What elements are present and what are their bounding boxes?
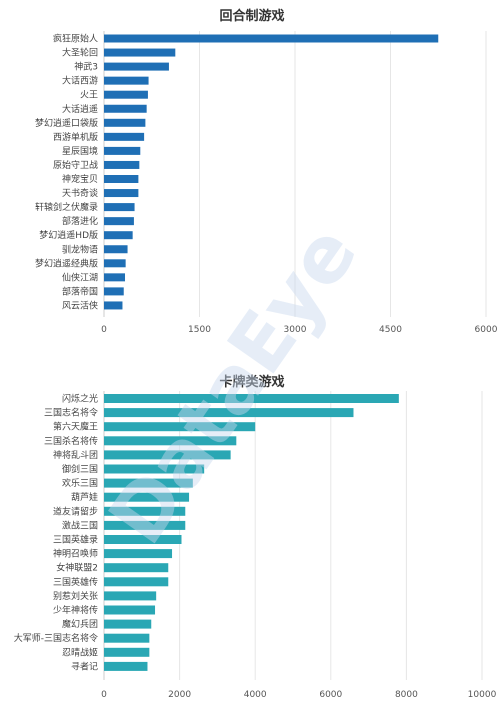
chart2-x-tick-label: 10000 bbox=[468, 690, 497, 700]
chart2-category-label: 忍晴战姬 bbox=[62, 646, 98, 658]
chart1-category-label: 天书奇谈 bbox=[62, 187, 98, 199]
chart1-bar[interactable] bbox=[104, 301, 123, 310]
chart2-category-label: 寻者记 bbox=[71, 661, 98, 672]
chart1-category-label: 西游单机版 bbox=[53, 131, 98, 143]
chart2-category-label: 别惹刘关张 bbox=[53, 590, 98, 602]
chart1-x-tick-label: 0 bbox=[101, 325, 107, 335]
chart1-category-label: 大圣轮回 bbox=[62, 47, 98, 59]
chart2-bar[interactable] bbox=[104, 605, 156, 615]
chart1-bar[interactable] bbox=[104, 175, 139, 183]
chart1-category-label: 疯狂原始人 bbox=[53, 33, 98, 45]
chart1-category-label: 梦幻逍遥口袋版 bbox=[35, 117, 98, 129]
chart2-category-label: 道友请留步 bbox=[53, 505, 98, 517]
chart1-bar[interactable] bbox=[104, 189, 139, 198]
chart2-bar[interactable] bbox=[104, 563, 169, 573]
chart2-category-label: 第六天魔王 bbox=[53, 421, 98, 433]
chart2-category-label: 女神联盟2 bbox=[56, 562, 98, 574]
chart1-category-label: 火王 bbox=[80, 90, 98, 101]
chart2-x-tick-label: 0 bbox=[101, 690, 107, 700]
chart2-bar[interactable] bbox=[104, 506, 186, 516]
chart1-category-label: 大话西游 bbox=[62, 75, 98, 87]
chart1-bar[interactable] bbox=[104, 273, 126, 282]
chart1-bar[interactable] bbox=[104, 160, 140, 169]
chart1-bar[interactable] bbox=[104, 203, 135, 212]
chart2-bar[interactable] bbox=[104, 661, 148, 671]
chart2-category-label: 葫芦娃 bbox=[71, 491, 98, 503]
chart2-bar[interactable] bbox=[104, 520, 186, 530]
chart1-category-label: 风云活侠 bbox=[62, 299, 98, 311]
chart1-bar[interactable] bbox=[104, 287, 124, 296]
chart2-bar[interactable] bbox=[104, 633, 150, 643]
chart1-bar[interactable] bbox=[104, 34, 439, 43]
chart2-bar[interactable] bbox=[104, 394, 399, 403]
chart2-category-label: 大军师-三国志名将令 bbox=[14, 632, 98, 644]
chart2-category-label: 三国英雄传 bbox=[53, 576, 98, 588]
chart1-bar[interactable] bbox=[104, 217, 134, 226]
chart2-bar[interactable] bbox=[104, 422, 256, 432]
chart2-category-label: 御剑三国 bbox=[62, 463, 98, 475]
chart1-bar[interactable] bbox=[104, 62, 169, 71]
chart2-bar[interactable] bbox=[104, 577, 169, 587]
chart2-category-label: 激战三国 bbox=[62, 519, 98, 531]
chart1-title: 回合制游戏 bbox=[219, 8, 284, 24]
chart2-category-label: 三国英雄录 bbox=[53, 534, 98, 546]
chart1-category-label: 轩辕剑之伏魔录 bbox=[35, 201, 98, 213]
chart1-category-label: 梦幻逍遥经典版 bbox=[35, 257, 98, 269]
chart2-bar[interactable] bbox=[104, 408, 354, 418]
chart1-category-label: 原始守卫战 bbox=[53, 159, 98, 171]
chart2-bar[interactable] bbox=[104, 647, 150, 657]
chart2-category-label: 三国杀名将传 bbox=[44, 435, 98, 447]
chart2-bar[interactable] bbox=[104, 492, 190, 502]
chart2-category-label: 神将乱斗团 bbox=[53, 449, 98, 461]
chart1-category-label: 部落帝国 bbox=[62, 285, 98, 297]
chart1-category-label: 部落进化 bbox=[62, 215, 98, 227]
chart1-bar[interactable] bbox=[104, 231, 133, 240]
chart2-category-label: 少年神将传 bbox=[53, 604, 98, 616]
chart2-x-tick-label: 6000 bbox=[319, 690, 342, 700]
chart2-x-tick-label: 2000 bbox=[168, 690, 191, 700]
chart1-bar[interactable] bbox=[104, 259, 126, 268]
chart2-bar[interactable] bbox=[104, 549, 173, 559]
chart2-bar[interactable] bbox=[104, 464, 205, 474]
chart1-category-label: 大话逍遥 bbox=[62, 103, 98, 115]
chart1-bar[interactable] bbox=[104, 146, 141, 155]
chart1-category-label: 星辰国境 bbox=[62, 145, 98, 157]
chart2-category-label: 魔幻兵团 bbox=[62, 618, 98, 630]
chart2-category-label: 闪烁之光 bbox=[62, 393, 98, 405]
watermark: DataEye bbox=[92, 210, 375, 560]
chart2-category-label: 神明召唤师 bbox=[53, 548, 98, 560]
chart1-x-tick-label: 6000 bbox=[475, 325, 498, 335]
chart1-x-tick-label: 4500 bbox=[379, 325, 402, 335]
chart2-bar[interactable] bbox=[104, 619, 152, 629]
chart2-bar[interactable] bbox=[104, 478, 193, 488]
chart1-bar[interactable] bbox=[104, 245, 128, 254]
chart2-category-label: 欢乐三国 bbox=[62, 477, 98, 489]
chart1-category-label: 梦幻逍遥HD版 bbox=[39, 229, 98, 241]
chart1-bar[interactable] bbox=[104, 104, 147, 113]
chart2-bar[interactable] bbox=[104, 436, 237, 446]
chart1-bar[interactable] bbox=[104, 76, 149, 85]
chart1-bar[interactable] bbox=[104, 118, 146, 127]
chart2-category-label: 三国志名将令 bbox=[44, 407, 98, 419]
chart2-x-tick-label: 8000 bbox=[395, 690, 418, 700]
chart1-x-tick-label: 1500 bbox=[188, 325, 211, 335]
chart2-title: 卡牌类游戏 bbox=[219, 374, 284, 390]
chart1-category-label: 仙侠江湖 bbox=[62, 271, 98, 283]
chart1-category-label: 驯龙物语 bbox=[62, 243, 98, 255]
chart1-bar[interactable] bbox=[104, 90, 148, 99]
chart1-category-label: 神宠宝贝 bbox=[62, 173, 98, 185]
chart2-x-tick-label: 4000 bbox=[244, 690, 267, 700]
chart2-bar[interactable] bbox=[104, 591, 157, 601]
chart1-x-tick-label: 3000 bbox=[284, 325, 307, 335]
chart2-bar[interactable] bbox=[104, 535, 182, 544]
chart1-bar[interactable] bbox=[104, 48, 176, 57]
chart1-bar[interactable] bbox=[104, 132, 145, 141]
chart2-bar[interactable] bbox=[104, 450, 231, 460]
chart1-category-label: 神武3 bbox=[74, 61, 98, 73]
